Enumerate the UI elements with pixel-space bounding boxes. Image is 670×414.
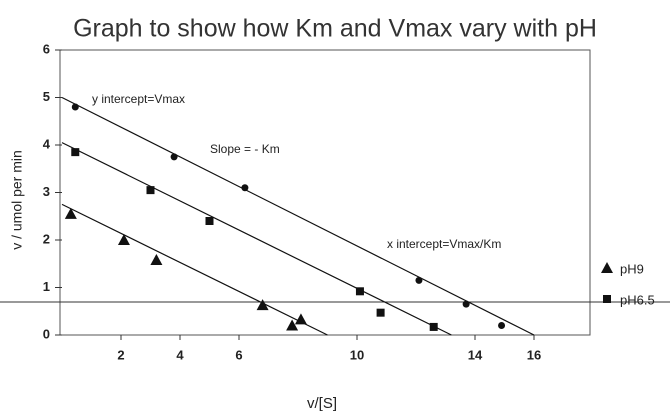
x-tick-label: 2 [117, 347, 124, 362]
legend-label: pH9 [620, 261, 644, 276]
legend-label: pH6.5 [620, 292, 655, 307]
y-axis-label: v / umol per min [9, 150, 25, 250]
annotation: x intercept=Vmax/Km [387, 237, 501, 251]
fit-line [61, 203, 328, 336]
x-tick-label: 6 [235, 347, 242, 362]
data-point [170, 153, 178, 161]
y-tick-label: 1 [43, 279, 50, 294]
data-point [146, 186, 155, 195]
annotation: y intercept=Vmax [92, 92, 185, 106]
y-tick-label: 2 [43, 231, 50, 246]
data-point [376, 308, 385, 317]
x-tick-label: 4 [176, 347, 184, 362]
x-tick-label: 14 [468, 347, 483, 362]
data-point [294, 313, 307, 325]
chart-title: Graph to show how Km and Vmax vary with … [73, 15, 597, 43]
data-point [429, 322, 438, 331]
legend-marker [603, 295, 611, 303]
y-tick-label: 3 [43, 184, 50, 199]
data-point [355, 287, 364, 296]
data-point [462, 300, 470, 308]
x-tick-label: 16 [527, 347, 541, 362]
data-point [286, 319, 299, 331]
data-point [241, 184, 249, 192]
fit-line [61, 142, 452, 336]
y-tick-label: 6 [43, 41, 50, 56]
data-point [117, 234, 130, 245]
data-point [71, 148, 80, 157]
data-point [71, 103, 79, 111]
legend-marker [601, 262, 613, 273]
data-point [256, 299, 269, 311]
data-point [205, 217, 214, 225]
y-tick-label: 5 [43, 89, 50, 104]
data-point [150, 253, 163, 265]
y-tick-label: 4 [43, 136, 51, 151]
data-point [498, 322, 506, 329]
data-point [64, 207, 77, 219]
x-axis-label: v/[S] [307, 395, 337, 412]
data-point [415, 276, 423, 284]
fit-line [61, 96, 535, 336]
annotation: Slope = - Km [210, 142, 280, 156]
y-tick-label: 0 [43, 326, 50, 341]
x-tick-label: 10 [350, 347, 364, 362]
